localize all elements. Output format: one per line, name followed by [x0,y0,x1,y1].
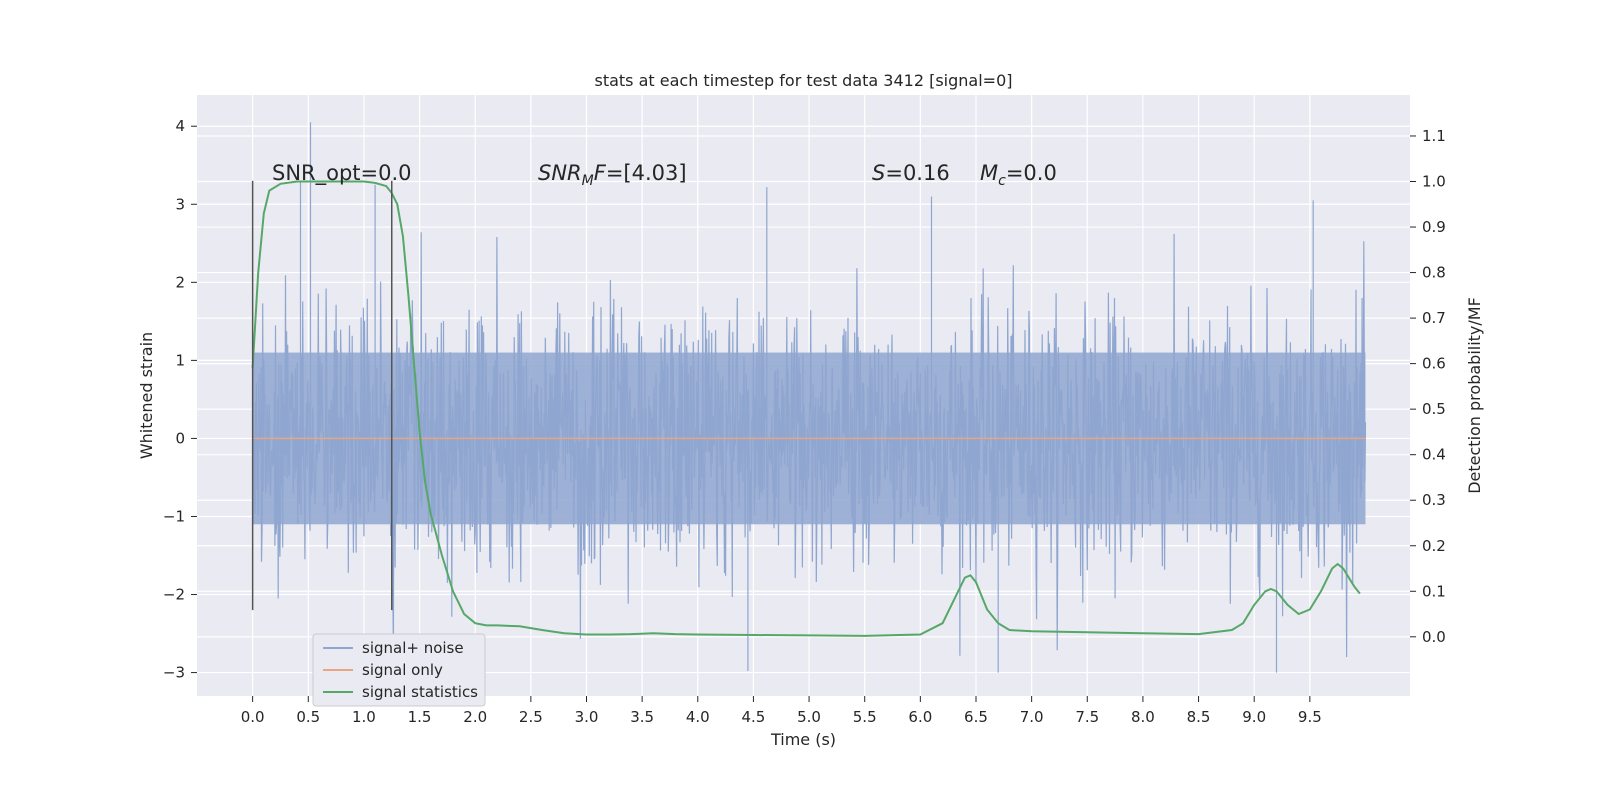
legend-label-signal-statistics: signal statistics [362,683,478,701]
annotation-snr-opt: SNR_opt=0.0 [272,161,412,186]
x-tick-label: 6.0 [908,708,932,726]
legend-label-signal-only: signal only [362,661,443,679]
right-tick-label: 1.1 [1422,127,1446,145]
right-tick-label: 0.2 [1422,537,1446,555]
legend-label-signal-noise: signal+ noise [362,639,464,657]
annotation-snr-mf: SNRMF=[4.03] [538,161,687,189]
right-tick-label: 0.9 [1422,218,1446,236]
x-tick-label: 5.5 [853,708,877,726]
x-tick-label: 2.0 [463,708,487,726]
y-tick-label: 3 [175,195,185,213]
right-tick-label: 0.6 [1422,355,1446,373]
x-tick-label: 4.0 [686,708,710,726]
right-tick-label: 0.4 [1422,446,1446,464]
x-tick-label: 1.0 [352,708,376,726]
y-tick-label: −2 [163,586,185,604]
right-tick-label: 0.0 [1422,628,1446,646]
y-tick-label: 4 [175,117,185,135]
annotation-s-value: =0.16 [885,161,949,185]
x-tick-label: 0.5 [296,708,320,726]
x-tick-label: 5.0 [797,708,821,726]
x-tick-label: 3.0 [575,708,599,726]
y-tick-label: 2 [175,273,185,291]
x-tick-label: 2.5 [519,708,543,726]
annotation-snr-mf-value: =[4.03] [606,161,687,185]
annotation-mc-sub: c [998,173,1006,189]
legend: signal+ noise signal only signal statist… [312,633,486,707]
x-tick-label: 9.0 [1242,708,1266,726]
annotation-s: S=0.16 [872,161,950,185]
window-markers [251,180,393,611]
x-tick-label: 7.5 [1075,708,1099,726]
y-tick-label: −3 [163,664,185,682]
x-axis-label: Time (s) [770,730,836,749]
y-axis-label: Whitened strain [137,332,156,459]
annotation-mc-value: =0.0 [1006,161,1057,185]
x-tick-label: 0.0 [241,708,265,726]
annotation-s-symbol: S [872,161,885,185]
right-axis-label: Detection probability/MF [1465,297,1484,494]
annotation-snr-mf-base: SNR [538,161,582,185]
right-tick-label: 0.7 [1422,309,1446,327]
chart-title: stats at each timestep for test data 341… [594,71,1012,90]
x-axis-ticks: 0.0 0.5 1.0 1.5 2.0 2.5 3.0 3.5 4.0 4.5 5.0 5.5 6.0 6… [241,696,1322,726]
x-tick-label: 6.5 [964,708,988,726]
annotation-mc-base: M [980,161,998,185]
annotations: SNR_opt=0.0 SNRMF=[4.03] S=0.16 Mc=0.0 [272,161,1057,189]
annotation-mc: Mc=0.0 [980,161,1057,189]
y-axis-ticks: 4 3 2 1 0 −1 −2 −3 [163,117,197,682]
x-tick-label: 8.5 [1187,708,1211,726]
annotation-snr-mf-f: F [594,161,607,185]
right-tick-label: 1.0 [1422,173,1446,191]
x-tick-label: 3.5 [630,708,654,726]
x-tick-label: 7.0 [1020,708,1044,726]
right-tick-label: 0.8 [1422,264,1446,282]
right-tick-label: 0.1 [1422,582,1446,600]
x-tick-label: 4.5 [741,708,765,726]
annotation-snr-mf-sub: M [582,173,594,189]
x-tick-label: 8.0 [1131,708,1155,726]
x-tick-label: 9.5 [1298,708,1322,726]
signal-noise-line [252,122,1367,673]
right-tick-label: 0.5 [1422,400,1446,418]
x-tick-label: 1.5 [408,708,432,726]
right-tick-label: 0.3 [1422,491,1446,509]
y-tick-label: −1 [163,507,185,525]
y-tick-label: 0 [175,429,185,447]
line-series [251,180,1366,637]
legend-box [312,633,486,707]
y-tick-label: 1 [175,351,185,369]
right-axis-ticks: 1.1 1.0 0.9 0.8 0.7 0.6 0.5 0.4 0.3 0.2 0.1 0.0 [1410,127,1446,646]
